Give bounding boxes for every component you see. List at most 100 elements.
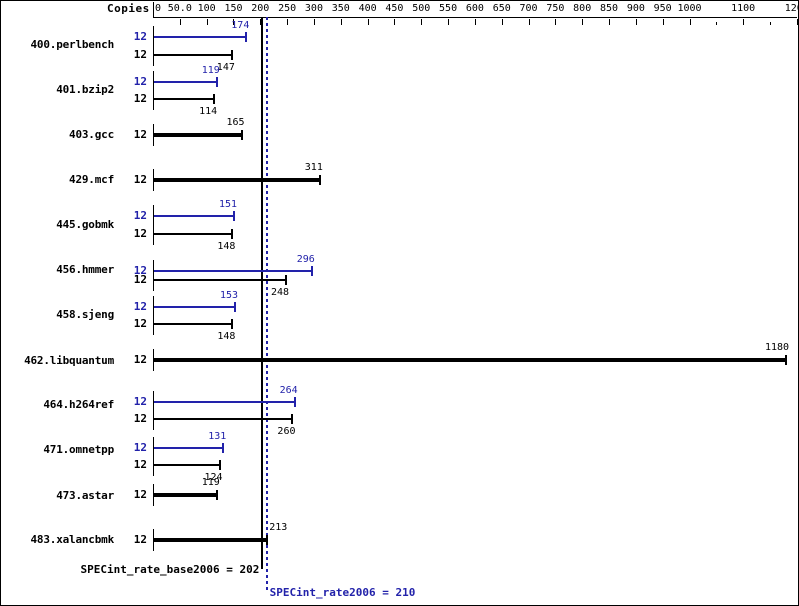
benchmark-label: 403.gcc (69, 128, 114, 141)
reference-line-SPECint_rate2006 (265, 17, 268, 591)
x-tick-mark (582, 19, 584, 25)
x-tick-mark (448, 19, 450, 25)
x-tick-mark (796, 19, 798, 25)
bar-origin-tick (153, 26, 154, 66)
bar-value-peak: 151 (218, 199, 237, 210)
copies-value-base: 12 (133, 48, 147, 61)
copies-value-peak: 12 (133, 395, 147, 408)
bar-origin-tick (153, 71, 154, 110)
copies-value-peak: 12 (133, 30, 147, 43)
bar-base (154, 418, 293, 420)
bar-cap-base (266, 535, 269, 545)
benchmark-label: 473.astar (56, 489, 114, 502)
bar-value-peak: 131 (208, 431, 227, 442)
x-tick-mark (367, 19, 369, 25)
x-tick-label: 1100 (731, 3, 756, 14)
bar-peak (154, 306, 236, 308)
bar-base (154, 358, 787, 362)
bar-origin-tick (153, 124, 154, 146)
x-tick-label: 0 (155, 3, 162, 14)
benchmark-label: 464.h264ref (43, 398, 114, 411)
x-tick-label: 600 (465, 3, 484, 14)
copies-value-base: 12 (133, 92, 147, 105)
bar-cap-base (291, 414, 294, 424)
bar-value-base: 213 (269, 522, 288, 533)
copies-value-base: 12 (133, 273, 147, 286)
benchmark-label: 429.mcf (69, 173, 114, 186)
bar-value-base: 1180 (764, 342, 790, 353)
x-tick-mark (206, 19, 208, 25)
x-tick-label: 650 (492, 3, 511, 14)
copies-value-base: 12 (133, 488, 147, 501)
x-tick-mark (421, 19, 423, 25)
bar-origin-tick (153, 169, 154, 191)
x-tick-label: 150 (224, 3, 243, 14)
bar-cap-base (318, 175, 321, 185)
bar-base (154, 493, 217, 497)
bar-value-peak: 174 (231, 20, 250, 31)
bar-cap-base (213, 94, 216, 104)
x-tick-label: 450 (385, 3, 404, 14)
bar-cap-peak (234, 302, 237, 312)
bar-value-base: 124 (204, 472, 223, 483)
x-tick-label: 350 (331, 3, 350, 14)
copies-column-header: Copies (107, 2, 150, 15)
peak-summary-label: SPECint_rate2006 = 210 (269, 586, 416, 599)
bar-cap-peak (293, 397, 296, 407)
x-tick-mark-minor (716, 22, 718, 25)
x-tick-label: 400 (358, 3, 377, 14)
benchmark-label: 458.sjeng (56, 308, 114, 321)
bar-cap-peak (245, 32, 248, 42)
x-tick-label: 950 (653, 3, 672, 14)
copies-value-peak: 12 (133, 209, 147, 222)
bar-origin-tick (153, 391, 154, 430)
benchmark-label: 462.libquantum (24, 354, 114, 367)
benchmark-label: 471.omnetpp (43, 443, 114, 456)
bar-origin-tick (153, 205, 154, 245)
bar-cap-base (785, 355, 788, 365)
x-tick-mark (501, 19, 503, 25)
x-axis-rule (153, 17, 797, 18)
benchmark-label: 445.gobmk (56, 218, 114, 231)
bar-value-base: 148 (217, 331, 236, 342)
x-tick-label: 100 (197, 3, 216, 14)
y-axis-line (153, 2, 154, 17)
x-tick-mark (340, 19, 342, 25)
bar-value-peak: 119 (201, 65, 220, 76)
x-tick-mark (743, 19, 745, 25)
bar-peak (154, 81, 217, 83)
bar-peak (154, 401, 295, 403)
x-tick-label: 850 (599, 3, 619, 14)
bar-peak (154, 447, 224, 449)
bar-value-peak: 296 (296, 254, 315, 265)
x-tick-mark (313, 19, 315, 25)
x-tick-label: 1000 (677, 3, 702, 14)
bar-value-base: 147 (216, 62, 235, 73)
x-tick-label: 550 (439, 3, 458, 14)
x-tick-label: 300 (304, 3, 323, 14)
bar-peak (154, 36, 247, 38)
x-tick-mark-minor (769, 22, 771, 25)
copies-value-peak: 12 (133, 300, 147, 313)
bar-cap-base (231, 229, 234, 239)
bar-origin-tick (153, 296, 154, 335)
bar-base (154, 98, 215, 100)
bar-value-base: 114 (199, 106, 218, 117)
benchmark-label: 400.perlbench (30, 38, 115, 51)
reference-line-SPECint_rate_base2006 (261, 17, 264, 569)
copies-value-base: 12 (133, 317, 147, 330)
bar-value-base: 165 (226, 117, 245, 128)
bar-cap-peak (215, 77, 218, 87)
bar-origin-tick (153, 437, 154, 476)
bar-cap-peak (233, 211, 235, 221)
bar-cap-base (231, 319, 234, 329)
copies-value-base: 12 (133, 412, 147, 425)
x-tick-mark (689, 19, 691, 25)
bar-base (154, 279, 287, 281)
bar-value-peak: 264 (279, 385, 298, 396)
x-tick-mark (260, 19, 262, 25)
x-tick-label: 800 (573, 3, 592, 14)
x-tick-label: 700 (519, 3, 538, 14)
bar-value-base: 248 (270, 287, 290, 298)
